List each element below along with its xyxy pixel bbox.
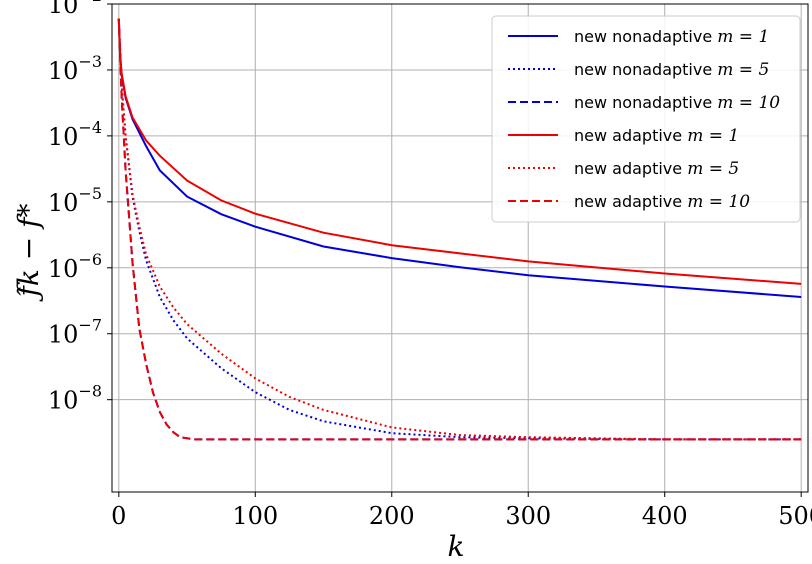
series-line-4 — [117, 18, 802, 285]
x-tick-label: 500 — [778, 502, 812, 530]
x-axis-label: k — [448, 530, 465, 563]
legend-box — [491, 15, 801, 223]
legend-label: new adaptive m = 5 — [574, 159, 739, 179]
series-line-2 — [117, 18, 802, 441]
x-tick-label: 100 — [232, 502, 278, 530]
y-tick-label: 10−4 — [48, 118, 102, 151]
y-axis-label: ƒ̂k − f* — [12, 204, 45, 303]
y-tick-label: 10−3 — [48, 52, 102, 85]
series-line-6 — [117, 18, 802, 441]
y-tick-label: 10−7 — [48, 316, 102, 349]
x-tick-label: 0 — [111, 502, 126, 530]
y-tick-label: 10−6 — [48, 250, 102, 283]
x-axis-ticks: 0 100 200 300 400 500 — [111, 492, 812, 530]
plot-frame — [111, 3, 809, 493]
y-tick-label: 10−5 — [48, 184, 102, 217]
series-line-5 — [117, 18, 802, 441]
y-tick-label: 10−2 — [48, 0, 102, 19]
legend: new nonadaptive m = 1 new nonadaptive m =… — [491, 15, 801, 223]
legend-label: new adaptive m = 10 — [574, 192, 750, 212]
legend-label: new adaptive m = 1 — [574, 126, 739, 146]
x-tick-label: 200 — [369, 502, 415, 530]
y-tick-label: 10−8 — [48, 382, 102, 415]
x-tick-label: 300 — [505, 502, 551, 530]
legend-label: new nonadaptive m = 5 — [574, 60, 769, 80]
y-axis-ticks: 10−8 10−7 10−6 10−5 10−4 10−3 10−2 — [48, 0, 112, 415]
series-lines — [117, 18, 802, 441]
legend-label: new nonadaptive m = 1 — [574, 27, 769, 47]
legend-label: new nonadaptive m = 10 — [574, 93, 780, 113]
x-tick-label: 400 — [642, 502, 688, 530]
